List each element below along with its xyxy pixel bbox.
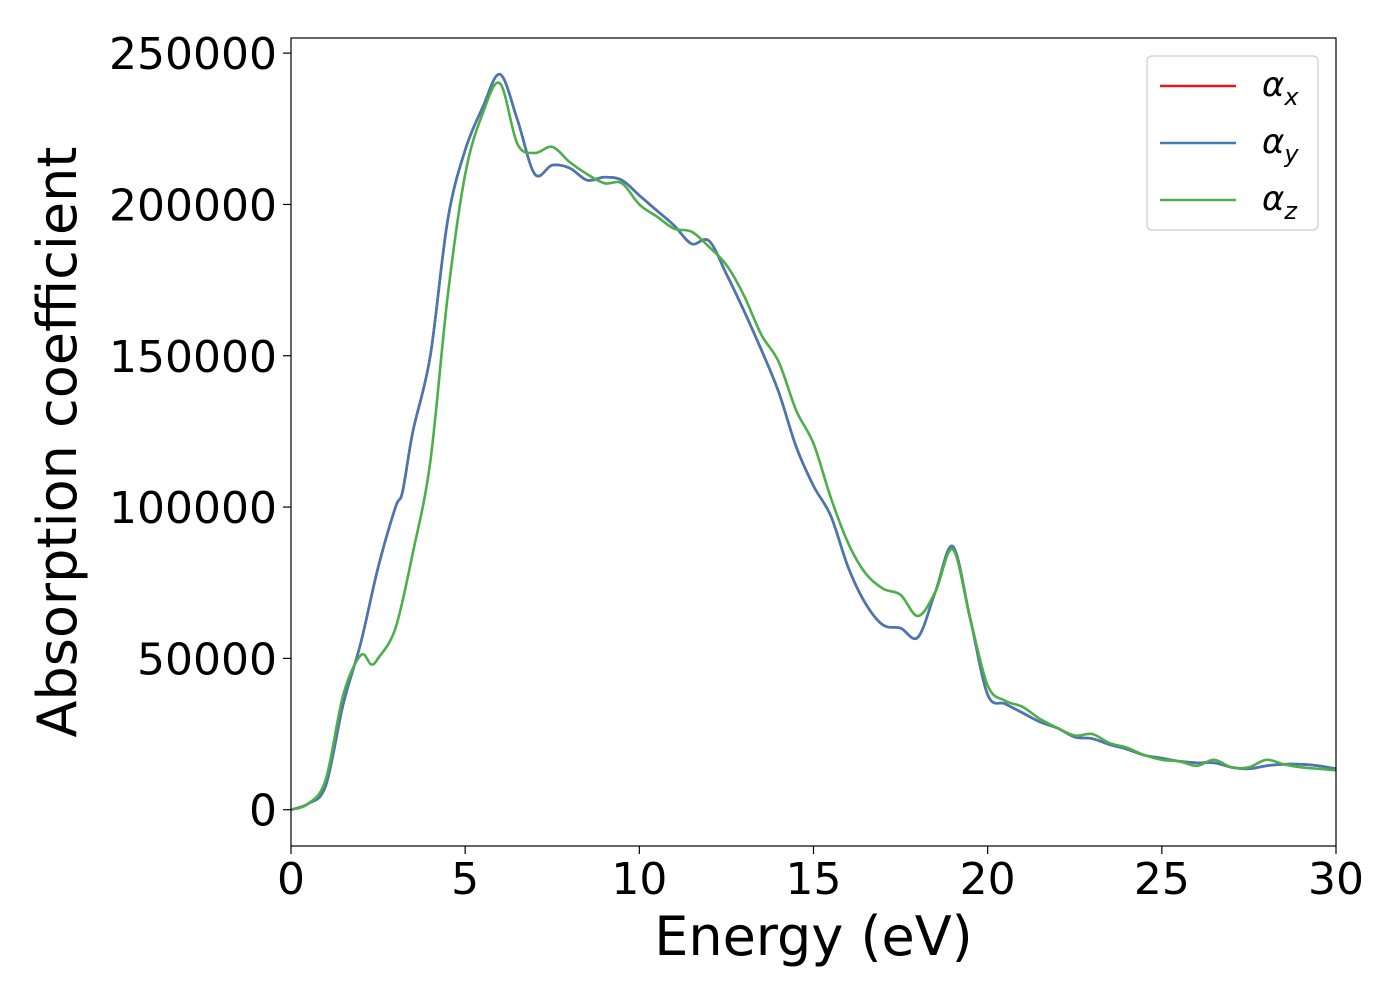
x-axis: 0 5 10 15 20 25 30 bbox=[277, 846, 1364, 905]
series-line-z bbox=[290, 81, 1337, 811]
x-tick-label: 0 bbox=[277, 854, 305, 905]
x-tick-label: 25 bbox=[1134, 854, 1190, 905]
legend: αx αy αz bbox=[1146, 55, 1319, 231]
x-axis-title: Energy (eV) bbox=[654, 905, 973, 968]
y-tick-label: 100000 bbox=[109, 483, 277, 534]
legend-label-x: αx bbox=[1262, 65, 1299, 111]
y-tick-label: 200000 bbox=[109, 180, 277, 231]
y-tick-label: 150000 bbox=[109, 332, 277, 383]
x-tick-label: 15 bbox=[786, 854, 842, 905]
x-tick-label: 30 bbox=[1308, 854, 1364, 905]
y-tick-label: 50000 bbox=[137, 634, 277, 685]
y-tick-label: 250000 bbox=[109, 29, 277, 80]
y-axis: 0 50000 100000 150000 200000 250000 bbox=[109, 29, 291, 837]
x-tick-label: 20 bbox=[960, 854, 1016, 905]
y-axis-title: Absorption coefficient bbox=[26, 147, 89, 738]
legend-label-y: αy bbox=[1262, 122, 1299, 168]
x-tick-label: 5 bbox=[451, 854, 479, 905]
legend-label-z: αz bbox=[1262, 179, 1298, 225]
series-layer bbox=[290, 73, 1337, 811]
y-tick-label: 0 bbox=[249, 786, 277, 837]
x-tick-label: 10 bbox=[611, 854, 667, 905]
